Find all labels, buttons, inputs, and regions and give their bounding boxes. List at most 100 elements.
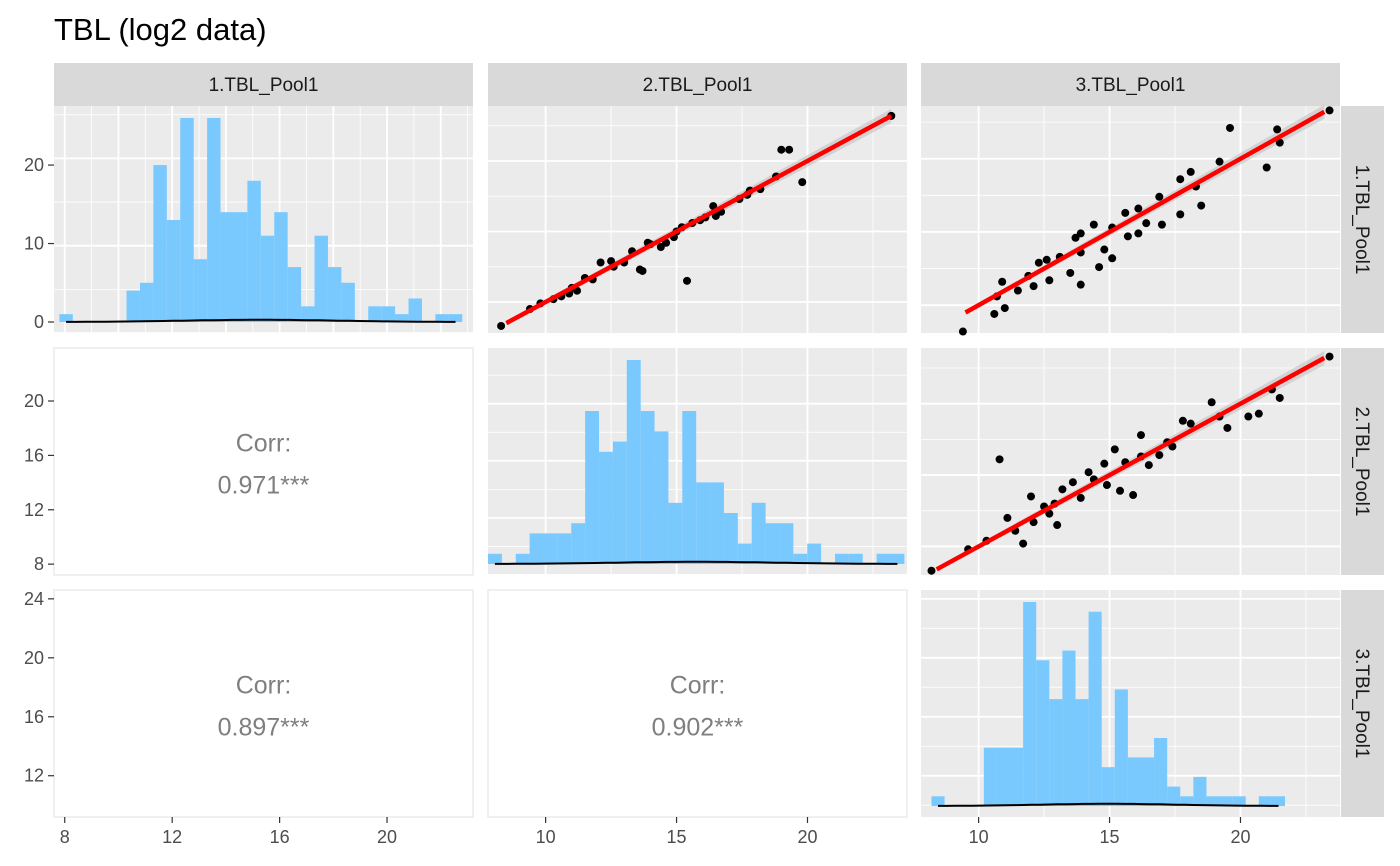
histogram-bar: [1049, 699, 1063, 806]
correlation-label: Corr:: [236, 430, 292, 458]
scatter-point: [1176, 210, 1185, 219]
scatter-point: [777, 145, 786, 154]
strip-row-3: [1341, 590, 1384, 817]
scatter-point: [1045, 509, 1054, 518]
histogram-bar: [696, 482, 711, 564]
x-tick-label: 10: [969, 827, 989, 847]
histogram-bar: [1088, 611, 1102, 806]
scatter-point: [1003, 513, 1012, 522]
strip-row-1-label: 1.TBL_Pool1: [1351, 165, 1372, 275]
correlation-value: 0.971***: [218, 472, 310, 500]
y-tick-label: 12: [24, 500, 44, 520]
strip-col-1-label: 1.TBL_Pool1: [209, 75, 319, 96]
histogram-bar: [59, 314, 73, 322]
scatter-point: [1325, 352, 1334, 361]
histogram-bar: [765, 523, 780, 564]
histogram-bar: [408, 298, 422, 322]
histogram-bar: [287, 267, 302, 322]
scatter-point: [798, 178, 807, 187]
x-tick-label: 20: [797, 827, 817, 847]
histogram-bar: [153, 165, 167, 322]
x-tick-label: 8: [60, 827, 70, 847]
scatter-point: [1026, 492, 1035, 501]
scatter-point: [1071, 233, 1080, 242]
fit-line: [505, 113, 893, 326]
scatter-point: [1102, 481, 1111, 490]
scatter-panel-1-2: [488, 106, 907, 333]
strip-row-2-label: 2.TBL_Pool1: [1351, 407, 1372, 517]
histogram-bar: [381, 306, 396, 322]
scatter-point: [1155, 192, 1164, 201]
scatter-point: [1066, 268, 1075, 277]
scatter-point: [1254, 409, 1263, 418]
scatter-point: [990, 309, 999, 318]
histogram-bar: [1140, 757, 1155, 806]
histogram-bar: [515, 553, 530, 564]
histogram-bar: [247, 180, 261, 322]
histogram-bar: [1075, 699, 1089, 806]
histogram-bar: [1167, 786, 1181, 806]
y-tick-label: 0: [34, 312, 44, 332]
histogram-bar: [848, 553, 863, 564]
histogram-bar: [834, 553, 849, 564]
scatter-point: [709, 202, 718, 211]
scatter-point: [1244, 412, 1253, 421]
histogram-bar: [1114, 689, 1128, 806]
scatter-point: [1019, 539, 1028, 548]
panel-background: [53, 347, 474, 576]
histogram-bar: [435, 314, 449, 322]
histogram-bar: [585, 411, 600, 564]
histogram-bar: [448, 314, 463, 322]
scatter-point: [1155, 451, 1164, 460]
histogram-bar: [612, 441, 627, 564]
histogram-bar: [779, 523, 794, 564]
strip-col-3-label: 3.TBL_Pool1: [1076, 75, 1186, 96]
scatter-point: [1053, 521, 1062, 530]
scatter-point: [1275, 138, 1284, 147]
scatter-point: [1034, 258, 1043, 267]
y-tick-label: 8: [34, 554, 44, 574]
histogram-bar: [1127, 757, 1141, 806]
scatter-point: [1068, 478, 1077, 487]
histogram-bar: [1023, 602, 1037, 806]
correlation-value: 0.902***: [652, 714, 744, 742]
scatter-point: [998, 277, 1007, 286]
y-tick-label: 10: [24, 234, 44, 254]
histogram-bar: [139, 282, 154, 322]
histogram-bar: [1271, 796, 1286, 806]
scatter-point: [596, 258, 605, 267]
scatter-point: [1013, 286, 1022, 295]
histogram-bar: [1101, 767, 1115, 806]
y-tick-label: 12: [24, 766, 44, 786]
scatter-point: [1089, 220, 1098, 229]
scatter-point: [1029, 282, 1038, 291]
histogram-bar: [571, 523, 586, 564]
histogram-bar: [529, 533, 544, 564]
y-tick-label: 20: [24, 155, 44, 175]
scatter-point: [1275, 393, 1284, 402]
histogram-bar: [599, 451, 613, 564]
fit-line: [964, 109, 1326, 315]
scatter-point: [1136, 431, 1145, 440]
strip-col-1: [54, 63, 473, 106]
correlation-panel-3-1: Corr: 0.897***: [53, 589, 474, 818]
scatter-point: [1029, 518, 1038, 527]
scatter-point: [1076, 229, 1085, 238]
histogram-bar: [301, 306, 315, 322]
scatter-point: [1197, 201, 1206, 210]
scatter-point: [1084, 468, 1093, 477]
histogram-bar: [876, 553, 891, 564]
histogram-bar: [1193, 776, 1207, 806]
histogram-bar: [640, 411, 655, 564]
correlation-panel-3-2: Corr: 0.902***: [487, 589, 908, 818]
scatter-point: [656, 242, 665, 251]
scatter-point: [1134, 229, 1143, 238]
strip-col-3: [921, 63, 1340, 106]
scatter-point: [1186, 167, 1195, 176]
scatter-point: [785, 145, 794, 154]
strip-row-2: [1341, 348, 1384, 575]
histogram-bar: [557, 533, 572, 564]
histogram-bar: [807, 543, 822, 564]
strip-row-3-label: 3.TBL_Pool1: [1351, 649, 1372, 759]
scatter-point: [1123, 232, 1132, 241]
